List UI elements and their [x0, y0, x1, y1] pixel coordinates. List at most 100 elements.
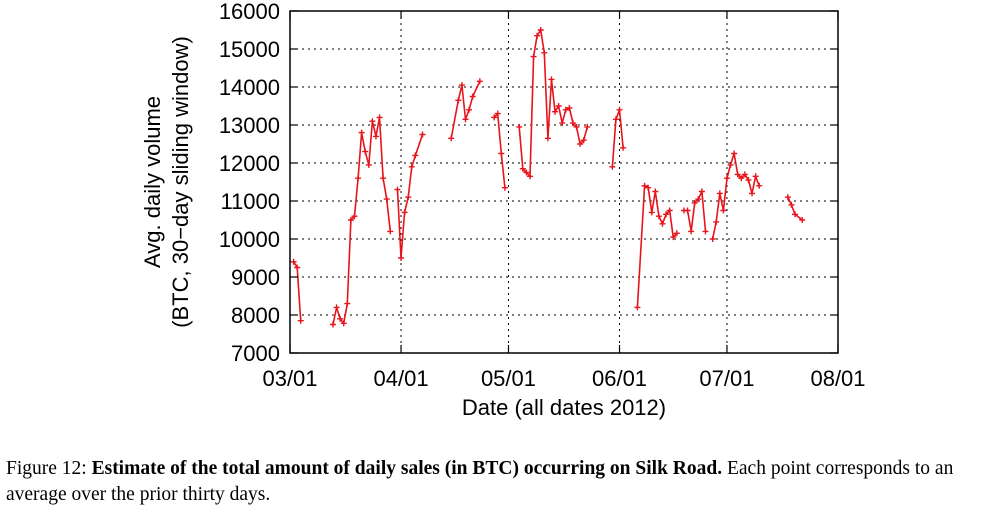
- data-point: [448, 135, 455, 142]
- data-point: [684, 207, 691, 214]
- data-point: [559, 120, 566, 127]
- data-point: [340, 320, 347, 327]
- series-segment: [292, 261, 302, 321]
- y-tick-label: 12000: [219, 151, 280, 176]
- data-point: [555, 103, 562, 109]
- y-tick-label: 7000: [231, 341, 280, 366]
- y-tick-label: 14000: [219, 75, 280, 100]
- data-point: [337, 315, 344, 322]
- data-point: [670, 234, 677, 241]
- data-point: [519, 165, 526, 172]
- y-tick-label: 13000: [219, 113, 280, 138]
- data-point: [387, 228, 394, 235]
- data-point: [566, 104, 573, 111]
- y-tick-label: 15000: [219, 37, 280, 62]
- data-point: [652, 188, 659, 195]
- data-point: [702, 228, 709, 235]
- data-point: [634, 304, 641, 311]
- data-point: [745, 177, 752, 184]
- series-segment: [636, 184, 678, 308]
- data-point: [398, 255, 405, 261]
- plot-frame: [289, 10, 839, 354]
- data-point: [666, 207, 673, 214]
- data-point: [372, 133, 379, 140]
- y-tick-label: 9000: [231, 265, 280, 290]
- data-point: [691, 199, 698, 206]
- data-point: [408, 163, 415, 170]
- data-point: [727, 161, 734, 168]
- data-point: [362, 148, 369, 155]
- data-point: [383, 196, 390, 203]
- x-tick-label: 06/01: [592, 366, 647, 391]
- data-point: [294, 264, 301, 271]
- data-point: [469, 93, 476, 100]
- data-point: [297, 317, 304, 324]
- data-point: [548, 76, 555, 83]
- data-point: [792, 211, 799, 218]
- data-point: [523, 169, 530, 176]
- data-point: [641, 182, 648, 189]
- data-point: [516, 123, 523, 130]
- x-tick-label: 04/01: [374, 366, 429, 391]
- data-point: [612, 116, 619, 123]
- x-tick-label: 03/01: [262, 366, 317, 391]
- y-tick-label: 10000: [219, 227, 280, 252]
- data-point: [695, 196, 702, 203]
- data-point: [347, 217, 354, 223]
- data-point: [544, 135, 551, 142]
- data-point: [537, 27, 544, 33]
- x-tick-label: 08/01: [810, 366, 865, 391]
- data-point: [405, 194, 412, 201]
- caption-bold-text: Estimate of the total amount of daily sa…: [91, 458, 723, 479]
- data-point: [688, 228, 695, 235]
- y-tick-label: 11000: [220, 189, 280, 214]
- data-point: [562, 106, 569, 113]
- data-point: [412, 152, 419, 159]
- figure-caption: Figure 12: Estimate of the total amount …: [6, 456, 1002, 508]
- data-point: [498, 150, 505, 157]
- data-point: [462, 116, 469, 123]
- grid-lines: [290, 11, 838, 353]
- data-point: [476, 78, 483, 85]
- data-point: [526, 173, 533, 180]
- data-point: [401, 209, 408, 216]
- data-point: [351, 213, 358, 220]
- data-point: [552, 108, 559, 115]
- data-point: [329, 321, 336, 328]
- series-segment: [611, 109, 624, 167]
- y-axis-label: Avg. daily volume (BTC, 30−day sliding w…: [140, 36, 193, 328]
- x-tick-labels: 03/01 04/01 05/01 06/01 07/01 08/01: [262, 366, 865, 391]
- data-point: [616, 106, 623, 113]
- data-point: [752, 173, 759, 180]
- data-point: [734, 171, 741, 178]
- data-point: [491, 114, 498, 121]
- data-point: [290, 258, 297, 265]
- y-tick-labels: 7000 8000 9000 10000 11000 12000 13000 14000 150…: [219, 0, 280, 366]
- data-point: [749, 190, 756, 197]
- x-tick-label: 07/01: [699, 366, 754, 391]
- caption-text: Each point corresponds to an average ove…: [6, 458, 954, 505]
- data-point: [530, 53, 537, 60]
- data-point: [731, 150, 738, 157]
- series-markers: [290, 27, 806, 328]
- data-point: [369, 118, 376, 125]
- series-segment: [787, 196, 803, 221]
- data-point: [394, 186, 401, 193]
- data-point: [494, 110, 501, 117]
- data-point: [648, 209, 655, 216]
- data-point: [720, 207, 727, 214]
- series-line: [292, 27, 803, 326]
- data-point: [788, 201, 795, 208]
- data-point: [333, 304, 340, 311]
- data-point: [784, 194, 791, 201]
- data-point: [659, 220, 666, 227]
- data-point: [365, 161, 372, 168]
- data-point: [573, 123, 580, 130]
- data-point: [376, 114, 383, 121]
- data-point: [419, 131, 426, 138]
- data-point: [799, 217, 806, 223]
- data-point: [358, 129, 365, 136]
- series-segment: [450, 80, 481, 139]
- data-point: [541, 49, 548, 56]
- data-point: [645, 184, 652, 191]
